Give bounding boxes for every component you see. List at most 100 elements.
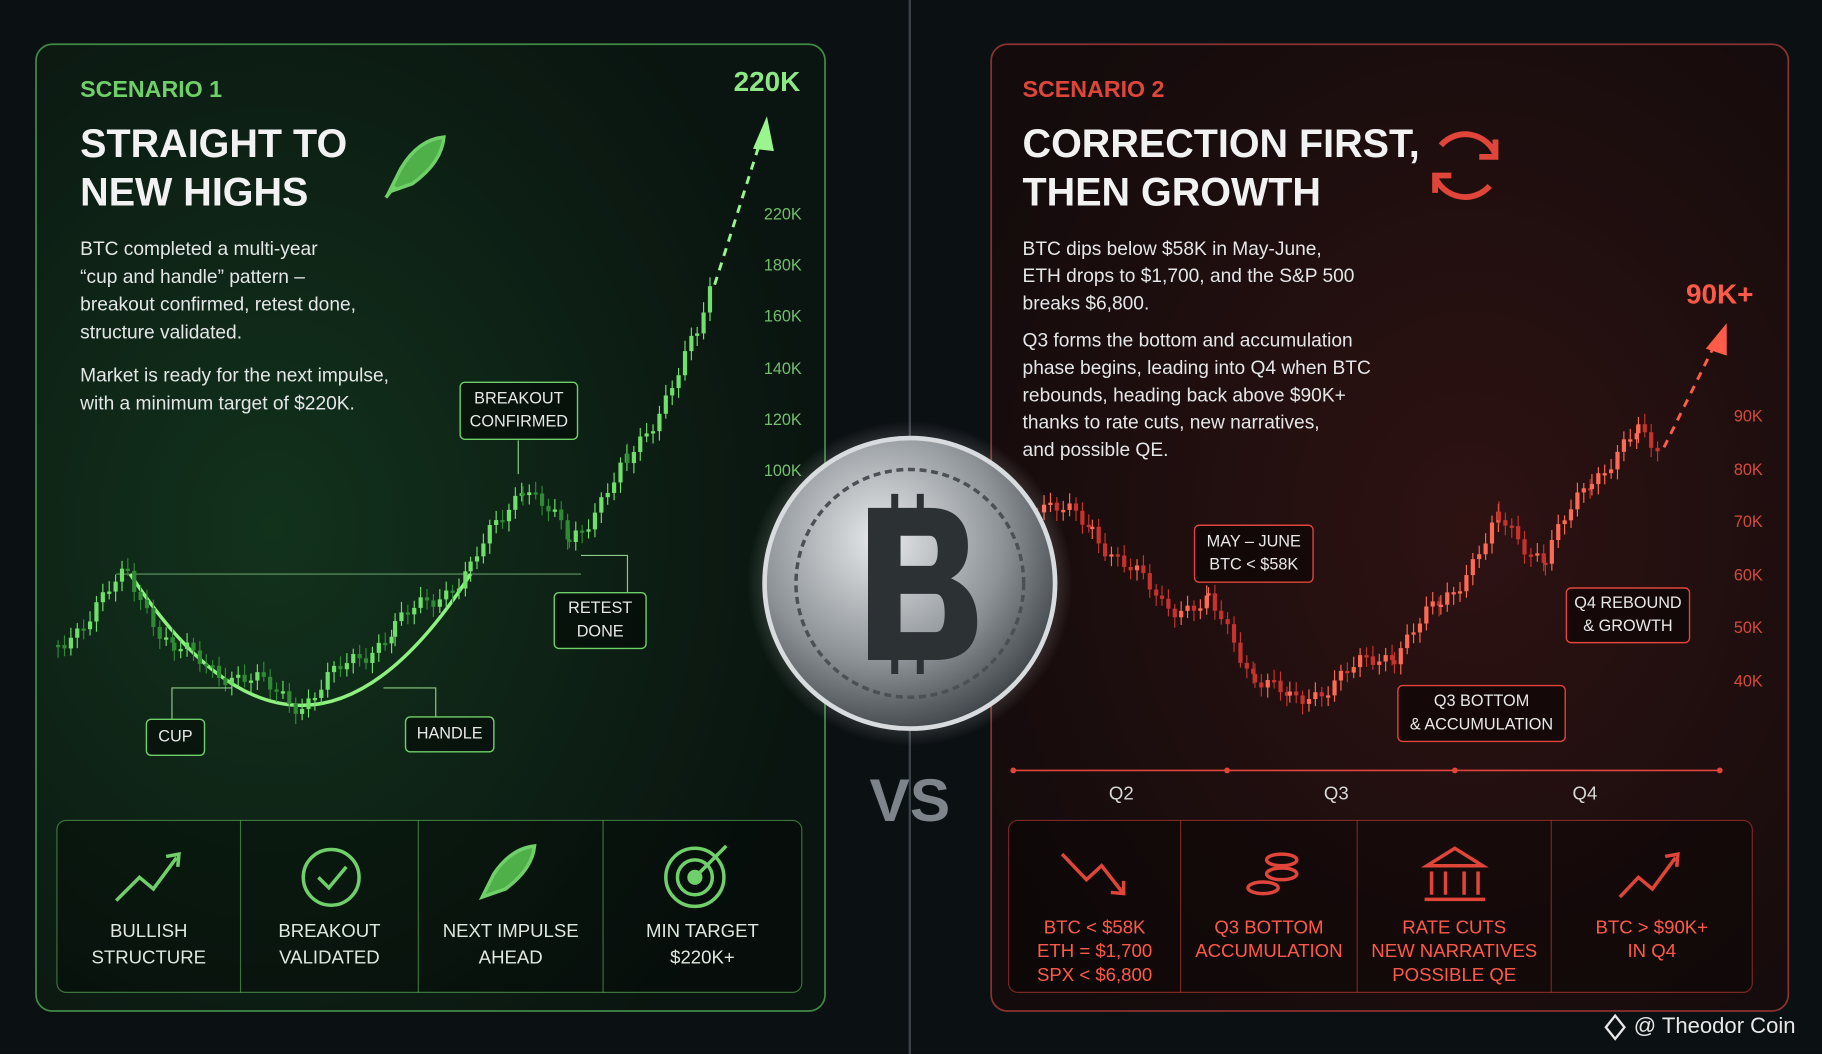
callout-text: Q3 BOTTOM (1434, 692, 1529, 710)
candle-body (701, 312, 706, 334)
candle-body (405, 612, 410, 615)
candle-body (1338, 670, 1344, 681)
candle-body (1287, 691, 1292, 696)
candle-body (1628, 439, 1633, 442)
feature-text: VALIDATED (279, 947, 379, 968)
candle-body (1102, 543, 1108, 557)
candle-body (638, 436, 643, 452)
candle-body (144, 600, 150, 609)
feature-text: MIN TARGET (646, 920, 759, 941)
candle-body (236, 674, 241, 678)
candle-body (625, 453, 630, 464)
candle-body (513, 495, 518, 510)
candle-body (592, 512, 598, 530)
candle-body (663, 395, 668, 414)
candle-body (255, 672, 260, 681)
callout-box (1565, 587, 1691, 644)
coin-ring (794, 467, 1026, 699)
feature-text: ACCUMULATION (1195, 940, 1342, 961)
candle-body (599, 497, 604, 513)
candle-body (1588, 488, 1593, 491)
candle-body (113, 581, 118, 592)
candle-body (81, 628, 86, 631)
candle-body (1244, 662, 1249, 669)
candle-body (172, 642, 177, 651)
candle-body (1575, 492, 1580, 510)
candle-body (389, 636, 394, 644)
candle-body (1284, 692, 1289, 696)
candle-body (1073, 503, 1079, 511)
feature-text: SPX < $6,800 (1037, 964, 1152, 985)
candle-body (605, 492, 610, 498)
candle-body (418, 597, 423, 608)
candle-body (437, 599, 442, 607)
candle-body (1589, 484, 1595, 489)
axis-label: 60K (1734, 567, 1763, 585)
scenario-label: SCENARIO 1 (80, 76, 222, 102)
candle-body (1556, 524, 1561, 541)
feature-row (1008, 819, 1753, 993)
candle-body (1154, 589, 1159, 596)
candle-body (1383, 655, 1388, 662)
candle-body (210, 665, 215, 668)
projection (1662, 338, 1719, 449)
candle-body (1179, 610, 1184, 618)
axis-label: 220K (764, 205, 802, 223)
feature-text: BTC < $58K (1044, 916, 1146, 937)
candle-body (1191, 605, 1197, 611)
candle-body (1345, 670, 1350, 674)
credit: @ Theodor Coin (1634, 1013, 1796, 1038)
candle-body (75, 628, 80, 638)
feature-text: POSSIBLE QE (1392, 964, 1516, 985)
candle-body (1294, 691, 1299, 696)
candle-body (500, 520, 505, 523)
chart-icon (1618, 851, 1680, 899)
candle-body (1147, 573, 1152, 590)
candle-body (100, 592, 105, 603)
candle-body (1122, 555, 1127, 567)
candle-body (1528, 554, 1534, 557)
candle-body (1602, 473, 1607, 476)
axis-label: 90K (1734, 407, 1763, 425)
candle-body (1405, 634, 1410, 649)
callout-text: BREAKOUT (474, 389, 563, 407)
callout-text: & GROWTH (1583, 617, 1672, 635)
candle-body (468, 561, 473, 572)
candle-body (586, 529, 591, 532)
candle-body (1562, 520, 1567, 525)
description: “cup and handle” pattern – (80, 267, 305, 288)
arrow-head (1705, 323, 1727, 356)
candle-body (1496, 511, 1502, 521)
arrow-head (752, 116, 774, 152)
callout-text: DONE (577, 622, 624, 640)
target-arrow (693, 844, 728, 879)
candle-body (552, 509, 557, 512)
callout-text: Q4 REBOUND (1574, 594, 1681, 612)
candle-body (431, 600, 436, 607)
candle-body (1319, 692, 1324, 697)
candle-body (1541, 553, 1546, 563)
candle-body (1615, 451, 1620, 470)
candle-body (1278, 680, 1283, 693)
description: Market is ready for the next impulse, (80, 366, 389, 387)
candle-body (1636, 424, 1641, 434)
candle-body (650, 431, 656, 434)
candle-body (520, 493, 525, 496)
candle-body (707, 286, 713, 313)
scenario-title: THEN GROWTH (1023, 171, 1321, 215)
feature-row (56, 819, 803, 993)
candle-body (1061, 509, 1066, 513)
candle-body (546, 505, 551, 512)
candle-body (1219, 610, 1224, 620)
candle-body (1313, 692, 1318, 700)
axis-label: 80K (1734, 461, 1763, 479)
candle-body (68, 637, 73, 649)
candle-body (399, 612, 404, 622)
check-mark (317, 865, 348, 891)
candle-body (559, 509, 564, 521)
candle-body (1445, 592, 1450, 605)
description: phase begins, leading into Q4 when BTC (1023, 358, 1371, 379)
candle-body (1424, 606, 1429, 624)
